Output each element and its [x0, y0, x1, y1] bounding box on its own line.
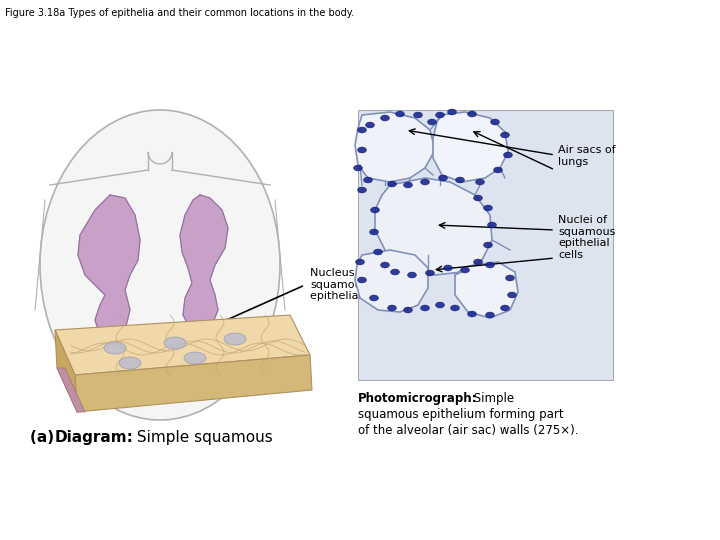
- Polygon shape: [180, 195, 228, 333]
- Ellipse shape: [356, 259, 364, 265]
- Ellipse shape: [505, 275, 515, 281]
- Ellipse shape: [366, 122, 374, 128]
- Polygon shape: [355, 250, 428, 312]
- Ellipse shape: [40, 110, 280, 420]
- Polygon shape: [55, 315, 310, 375]
- Polygon shape: [455, 262, 518, 318]
- Ellipse shape: [444, 265, 452, 271]
- Ellipse shape: [420, 305, 430, 311]
- Ellipse shape: [448, 109, 456, 115]
- Ellipse shape: [358, 187, 366, 193]
- Polygon shape: [355, 112, 435, 182]
- Polygon shape: [75, 355, 312, 412]
- Ellipse shape: [456, 177, 464, 183]
- Polygon shape: [57, 368, 85, 412]
- Ellipse shape: [395, 111, 405, 117]
- Ellipse shape: [380, 115, 390, 121]
- Ellipse shape: [436, 112, 444, 118]
- Ellipse shape: [500, 305, 510, 311]
- Ellipse shape: [403, 307, 413, 313]
- Ellipse shape: [358, 277, 366, 283]
- Ellipse shape: [436, 302, 444, 308]
- Ellipse shape: [485, 312, 495, 318]
- Text: Simple: Simple: [470, 392, 514, 405]
- Ellipse shape: [438, 175, 448, 181]
- Ellipse shape: [354, 165, 362, 171]
- Ellipse shape: [428, 119, 436, 125]
- Ellipse shape: [371, 207, 379, 213]
- Ellipse shape: [508, 292, 516, 298]
- Ellipse shape: [358, 147, 366, 153]
- Ellipse shape: [451, 305, 459, 311]
- Text: (a): (a): [30, 430, 59, 445]
- Ellipse shape: [369, 295, 379, 301]
- Text: Basement
membrane: Basement membrane: [248, 368, 309, 389]
- Ellipse shape: [104, 342, 126, 354]
- Ellipse shape: [387, 181, 397, 187]
- Text: Simple squamous: Simple squamous: [132, 430, 273, 445]
- Ellipse shape: [369, 229, 379, 235]
- Ellipse shape: [413, 112, 423, 118]
- Polygon shape: [375, 178, 492, 275]
- Ellipse shape: [485, 262, 495, 268]
- FancyBboxPatch shape: [358, 110, 613, 380]
- Ellipse shape: [380, 262, 390, 268]
- Text: squamous epithelium forming part: squamous epithelium forming part: [358, 408, 564, 421]
- Ellipse shape: [493, 167, 503, 173]
- Ellipse shape: [467, 311, 477, 317]
- Ellipse shape: [358, 127, 366, 133]
- Polygon shape: [433, 112, 508, 182]
- Text: Photomicrograph:: Photomicrograph:: [358, 392, 477, 405]
- Ellipse shape: [420, 179, 430, 185]
- Ellipse shape: [408, 272, 416, 278]
- Ellipse shape: [500, 132, 510, 138]
- Ellipse shape: [474, 259, 482, 265]
- Ellipse shape: [184, 352, 206, 364]
- Text: Nuclei of
squamous
epithelial
cells: Nuclei of squamous epithelial cells: [558, 215, 616, 260]
- Ellipse shape: [387, 305, 397, 311]
- Polygon shape: [55, 330, 77, 412]
- Ellipse shape: [484, 242, 492, 248]
- Text: of the alveolar (air sac) walls (275×).: of the alveolar (air sac) walls (275×).: [358, 424, 578, 437]
- Ellipse shape: [484, 205, 492, 211]
- Ellipse shape: [490, 119, 500, 125]
- Ellipse shape: [224, 333, 246, 345]
- Polygon shape: [78, 195, 140, 340]
- Text: Figure 3.18a Types of epithelia and their common locations in the body.: Figure 3.18a Types of epithelia and thei…: [5, 8, 354, 18]
- Text: Nucleus of
squamous
epithelial cell: Nucleus of squamous epithelial cell: [310, 268, 384, 301]
- Ellipse shape: [426, 270, 434, 276]
- Ellipse shape: [467, 111, 477, 117]
- Ellipse shape: [119, 357, 141, 369]
- Ellipse shape: [364, 177, 372, 183]
- Ellipse shape: [461, 267, 469, 273]
- Ellipse shape: [390, 269, 400, 275]
- Ellipse shape: [164, 337, 186, 349]
- Text: Diagram:: Diagram:: [55, 430, 134, 445]
- Text: Air sacs of
lungs: Air sacs of lungs: [558, 145, 616, 167]
- Ellipse shape: [503, 152, 513, 158]
- Ellipse shape: [403, 182, 413, 188]
- Ellipse shape: [487, 222, 497, 228]
- Ellipse shape: [374, 249, 382, 255]
- Ellipse shape: [475, 179, 485, 185]
- Ellipse shape: [474, 195, 482, 201]
